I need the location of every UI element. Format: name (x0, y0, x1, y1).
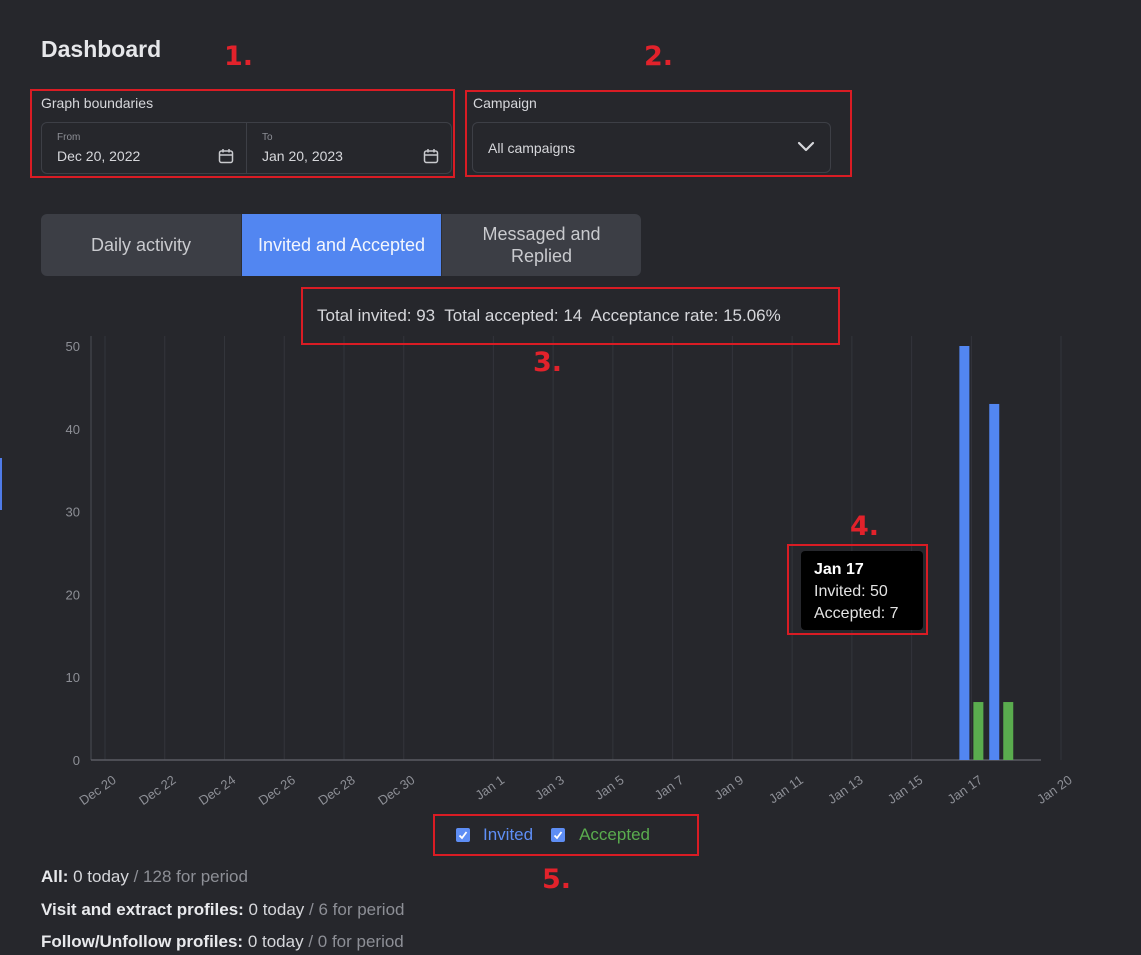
summary-today: 0 today (243, 900, 305, 919)
invited-checkbox[interactable] (456, 828, 470, 842)
tab-daily-activity[interactable]: Daily activity (90, 235, 192, 255)
campaign-label: Campaign (473, 95, 537, 111)
chart-legend: Invited Accepted (456, 825, 650, 845)
stats-summary: Total invited: 93 Total accepted: 14 Acc… (317, 306, 781, 326)
invited-bar (959, 346, 970, 760)
chart-tooltip: Jan 17 Invited: 50 Accepted: 7 (801, 551, 923, 630)
left-accent-bar (0, 458, 2, 510)
summary-today: 0 today (243, 932, 304, 951)
annotation-number-5: 5. (542, 864, 572, 895)
to-date-value: Jan 20, 2023 (262, 148, 343, 164)
accepted-checkbox[interactable] (551, 828, 566, 842)
total-accepted-stat: Total accepted: 14 (444, 306, 583, 325)
annotation-number-1: 1. (224, 41, 254, 72)
calendar-icon[interactable] (218, 148, 234, 164)
legend-accepted-label[interactable]: Accepted (579, 825, 650, 844)
y-tick-label: 10 (66, 670, 80, 685)
x-tick-label: Jan 7 (652, 772, 687, 803)
y-tick-label: 50 (66, 339, 80, 354)
annotation-number-3: 3. (533, 347, 563, 378)
date-range-picker: From Dec 20, 2022 To Jan 20, 2023 (41, 122, 452, 174)
from-date-field[interactable]: From Dec 20, 2022 (42, 123, 247, 173)
annotation-box-1 (30, 89, 455, 178)
x-tick-label: Dec 22 (136, 772, 178, 808)
page-title: Dashboard (41, 36, 162, 62)
annotation-box-4 (787, 544, 928, 635)
annotation-number-4: 4. (850, 511, 880, 542)
campaign-selected-value: All campaigns (488, 140, 576, 156)
annotation-number-2: 2. (644, 41, 674, 72)
y-tick-label: 0 (73, 753, 80, 768)
to-label: To (262, 132, 273, 143)
x-tick-label: Jan 17 (945, 772, 986, 807)
x-tick-label: Jan 1 (472, 772, 507, 803)
chart-tabs: Daily activity Invited and Accepted Mess… (41, 214, 641, 276)
x-tick-label: Jan 13 (825, 772, 866, 807)
summary-period: / 128 for period (128, 867, 248, 886)
x-tick-label: Dec 26 (256, 772, 298, 808)
x-tick-label: Jan 20 (1034, 772, 1075, 807)
summary-period: / 0 for period (303, 932, 404, 951)
accepted-bar (1003, 702, 1014, 760)
tooltip-accepted: Accepted: 7 (814, 605, 899, 622)
x-tick-label: Jan 9 (711, 772, 746, 803)
summary-label: Follow/Unfollow profiles: (41, 932, 244, 951)
x-tick-label: Dec 20 (76, 772, 118, 808)
to-date-field[interactable]: To Jan 20, 2023 (247, 123, 451, 173)
summary-all: All: 0 today / 128 for period (41, 867, 248, 887)
x-tick-label: Jan 3 (532, 772, 567, 803)
x-tick-label: Dec 24 (196, 772, 238, 808)
chevron-down-icon (797, 141, 815, 152)
acceptance-rate-stat: Acceptance rate: 15.06% (590, 306, 781, 325)
tab-messaged-and-replied[interactable]: Messaged and Replied (441, 214, 641, 276)
from-label: From (57, 132, 81, 143)
calendar-icon[interactable] (423, 148, 439, 164)
from-date-value: Dec 20, 2022 (57, 148, 141, 164)
x-tick-label: Jan 11 (766, 772, 806, 806)
x-tick-label: Jan 15 (885, 772, 926, 807)
summary-label: All: (41, 867, 69, 886)
invited-bar (989, 403, 1000, 760)
summary-period: / 6 for period (304, 900, 405, 919)
tooltip-invited: Invited: 50 (814, 583, 888, 600)
x-tick-label: Dec 30 (375, 772, 417, 808)
invited-accepted-chart: 0 10 20 30 40 50 Dec 20 Dec 22 Dec 24 Dec 26 Dec 2… (66, 336, 1075, 808)
total-invited-stat: Total invited: 93 (317, 306, 436, 325)
summary-today: 0 today (68, 867, 129, 886)
annotation-box-5 (433, 814, 699, 856)
summary-follow-unfollow: Follow/Unfollow profiles: 0 today / 0 fo… (41, 932, 404, 952)
annotation-box-2 (465, 90, 852, 177)
summary-label: Visit and extract profiles: (41, 900, 244, 919)
tab-invited-and-accepted[interactable]: Invited and Accepted (241, 214, 441, 276)
x-tick-label: Dec 28 (315, 772, 357, 808)
accepted-bar (973, 702, 984, 760)
y-tick-label: 40 (66, 422, 80, 437)
campaign-select[interactable]: All campaigns (472, 122, 831, 173)
summary-visit-extract: Visit and extract profiles: 0 today / 6 … (41, 900, 404, 920)
legend-invited-label[interactable]: Invited (483, 825, 534, 844)
graph-boundaries-label: Graph boundaries (41, 95, 154, 111)
y-tick-label: 20 (66, 587, 80, 602)
tooltip-date: Jan 17 (814, 561, 864, 578)
x-tick-label: Jan 5 (592, 772, 627, 803)
annotation-box-3 (301, 287, 840, 345)
y-tick-label: 30 (66, 505, 80, 520)
